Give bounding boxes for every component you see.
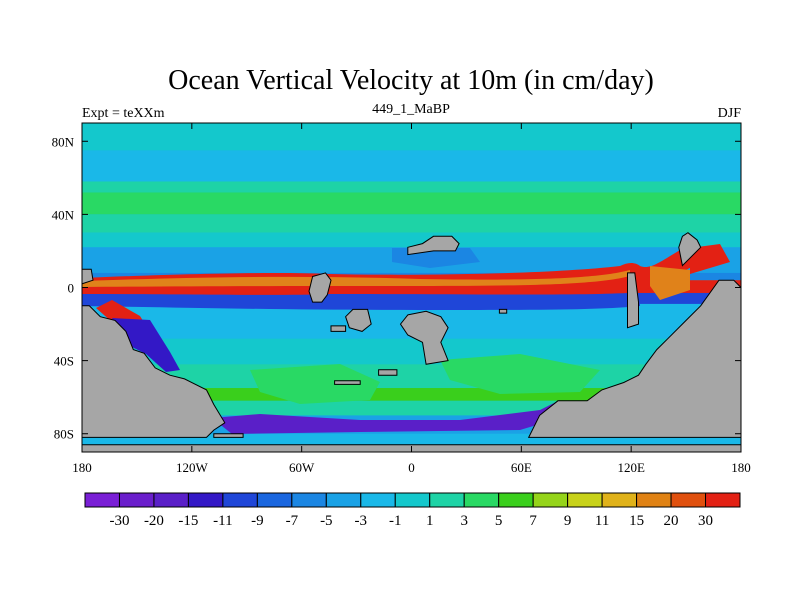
colorbar-swatch-2 — [153, 492, 189, 508]
colorbar-label: -5 — [320, 513, 333, 529]
x-tick-label: 0 — [408, 460, 415, 475]
land-mass-8 — [378, 369, 398, 376]
colorbar-swatch-16 — [636, 492, 672, 508]
y-tick-label: 40S — [54, 354, 74, 369]
y-tick-label: 40N — [52, 207, 75, 222]
run-label: 449_1_MaBP — [372, 102, 450, 117]
colorbar-swatch-3 — [187, 492, 224, 508]
colorbar-swatch-7 — [325, 492, 362, 508]
land-mass-14 — [498, 308, 508, 314]
colorbar-label: -15 — [178, 513, 198, 529]
y-tick-label: 80S — [54, 427, 74, 442]
colorbar-swatch-15 — [601, 492, 638, 508]
map-plot-area — [82, 123, 741, 452]
antarctic-purple-fringe — [212, 400, 560, 434]
colorbar-swatch-12 — [498, 492, 534, 508]
colorbar-swatch-13 — [532, 492, 569, 508]
experiment-label: Expt = teXXm — [82, 106, 165, 121]
colorbar-label: -3 — [355, 513, 368, 529]
colorbar-label: 20 — [664, 513, 679, 529]
velocity-band-2 — [82, 181, 741, 193]
land-mass-7 — [407, 235, 460, 256]
colorbar-swatch-17 — [670, 492, 707, 508]
y-tick-label: 0 — [68, 281, 75, 296]
colorbar-swatch-1 — [118, 492, 155, 508]
colorbar-swatch-14 — [567, 492, 603, 508]
colorbar-swatch-11 — [463, 492, 500, 508]
land-mass-12 — [627, 272, 639, 329]
x-tick-label: 120W — [176, 460, 209, 475]
colorbar-swatch-0 — [84, 492, 120, 508]
colorbar-swatch-8 — [360, 492, 396, 508]
x-tick-label: 60W — [289, 460, 315, 475]
x-tick-label: 180 — [731, 460, 751, 475]
southern-coastal-blue-patch — [112, 318, 180, 372]
colorbar-swatch-5 — [256, 492, 293, 508]
east-pacific-red-patch — [690, 244, 730, 274]
land-masses — [82, 232, 741, 452]
y-tick-label: 80N — [52, 134, 75, 149]
colorbar-label: 9 — [564, 513, 572, 529]
velocity-band-11 — [82, 338, 741, 365]
equatorial-orange-edge — [82, 270, 630, 287]
velocity-band-5 — [82, 232, 741, 248]
colorbar-swatch-6 — [291, 492, 327, 508]
land-mass-3 — [527, 279, 741, 438]
season-label: DJF — [718, 106, 742, 121]
land-mass-6 — [399, 310, 449, 365]
colorbar-label: -11 — [213, 513, 232, 529]
south-atlantic-green-patch — [440, 354, 600, 394]
land-mass-0 — [82, 305, 226, 438]
velocity-band-1 — [82, 150, 741, 182]
velocity-band-3 — [82, 192, 741, 215]
colorbar-swatch-18 — [705, 492, 741, 508]
y-axis: 80N 40N 0 40S 80S — [52, 134, 741, 442]
colorbar-swatch-9 — [394, 492, 431, 508]
colorbar-label: -30 — [109, 513, 129, 529]
colorbar-label: -20 — [144, 513, 164, 529]
land-mass-4 — [678, 232, 702, 267]
colorbar-label: 3 — [460, 513, 468, 529]
colorbar-label: 1 — [426, 513, 434, 529]
colorbar-label: -1 — [389, 513, 402, 529]
chart-title: Ocean Vertical Velocity at 10m (in cm/da… — [168, 65, 654, 96]
velocity-features — [82, 244, 730, 434]
colorbar-label: 7 — [529, 513, 537, 529]
x-axis: 180 120W 60W 0 60E 120E 180 — [72, 123, 751, 475]
colorbar: -30 -20 -15 -11 -9 -7 -5 -3 -1 1 3 5 7 9 11 15 20 30 — [84, 492, 741, 529]
x-tick-label: 60E — [511, 460, 532, 475]
colorbar-swatch-10 — [429, 492, 465, 508]
colorbar-label: -9 — [251, 513, 264, 529]
velocity-band-4 — [82, 214, 741, 233]
land-mass-9 — [334, 380, 361, 385]
land-mass-5 — [308, 272, 332, 303]
colorbar-label: 11 — [595, 513, 609, 529]
colorbar-label: 15 — [629, 513, 644, 529]
x-tick-label: 120E — [617, 460, 645, 475]
colorbar-label: 30 — [698, 513, 713, 529]
land-mass-10 — [345, 308, 372, 332]
x-tick-label: 180 — [72, 460, 92, 475]
land-mass-11 — [330, 325, 347, 332]
south-pacific-green-patch — [250, 364, 380, 404]
colorbar-label: 5 — [495, 513, 503, 529]
colorbar-label: -7 — [286, 513, 299, 529]
east-pacific-orange-patch — [650, 266, 690, 300]
colorbar-swatch-4 — [222, 492, 258, 508]
land-mass-2 — [213, 433, 244, 438]
land-mass-13 — [82, 268, 94, 285]
equatorial-downwelling-blue-band — [82, 296, 640, 310]
